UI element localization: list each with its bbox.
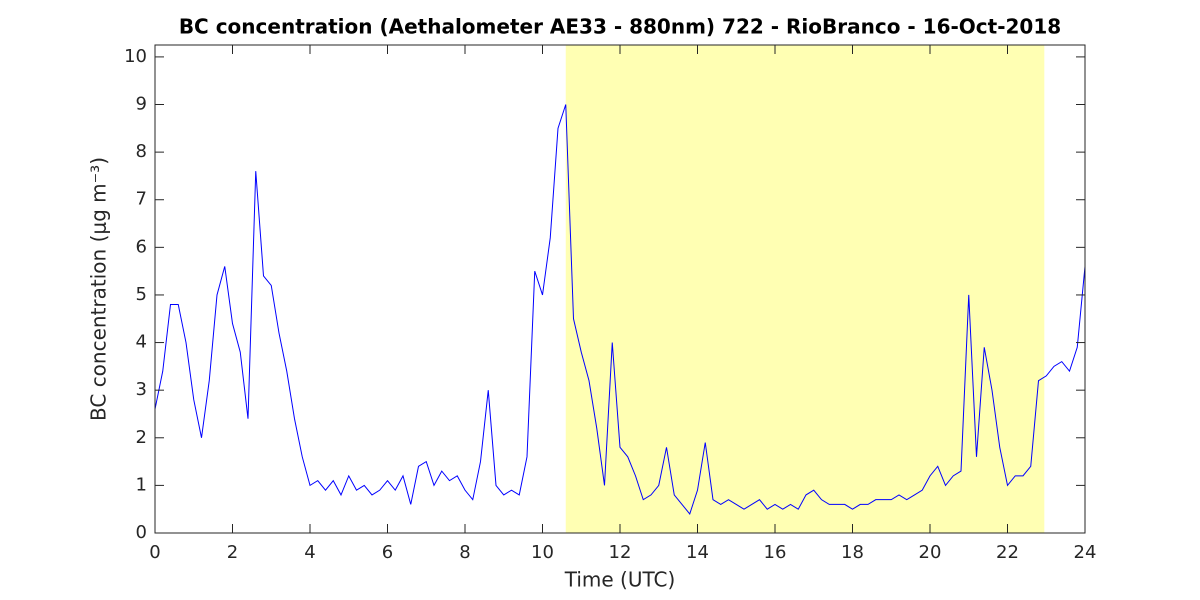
x-tick-label: 22 [996, 542, 1019, 563]
y-tick-label: 0 [136, 522, 147, 543]
y-tick-label: 10 [124, 46, 147, 67]
x-tick-label: 6 [382, 542, 393, 563]
y-tick-label: 3 [136, 379, 147, 400]
x-tick-label: 4 [304, 542, 315, 563]
x-tick-label: 24 [1074, 542, 1097, 563]
x-tick-label: 14 [686, 542, 709, 563]
x-tick-label: 16 [764, 542, 787, 563]
x-tick-label: 10 [531, 542, 554, 563]
chart-title: BC concentration (Aethalometer AE33 - 88… [179, 15, 1061, 39]
x-tick-label: 0 [149, 542, 160, 563]
x-axis-label: Time (UTC) [564, 568, 676, 592]
daylight-shade [565, 45, 1045, 533]
data-line [154, 104, 1086, 515]
y-tick-label: 5 [136, 284, 147, 305]
y-tick-label: 9 [136, 94, 147, 115]
x-tick-label: 8 [459, 542, 470, 563]
x-tick-label: 18 [841, 542, 864, 563]
x-tick-label: 2 [227, 542, 238, 563]
y-axis-label: BC concentration (μg m⁻³) [87, 157, 111, 421]
y-tick-label: 2 [136, 427, 147, 448]
y-tick-label: 1 [136, 474, 147, 495]
x-tick-label: 20 [919, 542, 942, 563]
y-tick-label: 8 [136, 141, 147, 162]
y-tick-label: 7 [136, 189, 147, 210]
x-tick-label: 12 [609, 542, 632, 563]
y-tick-label: 4 [136, 332, 147, 353]
y-tick-label: 6 [136, 236, 147, 257]
